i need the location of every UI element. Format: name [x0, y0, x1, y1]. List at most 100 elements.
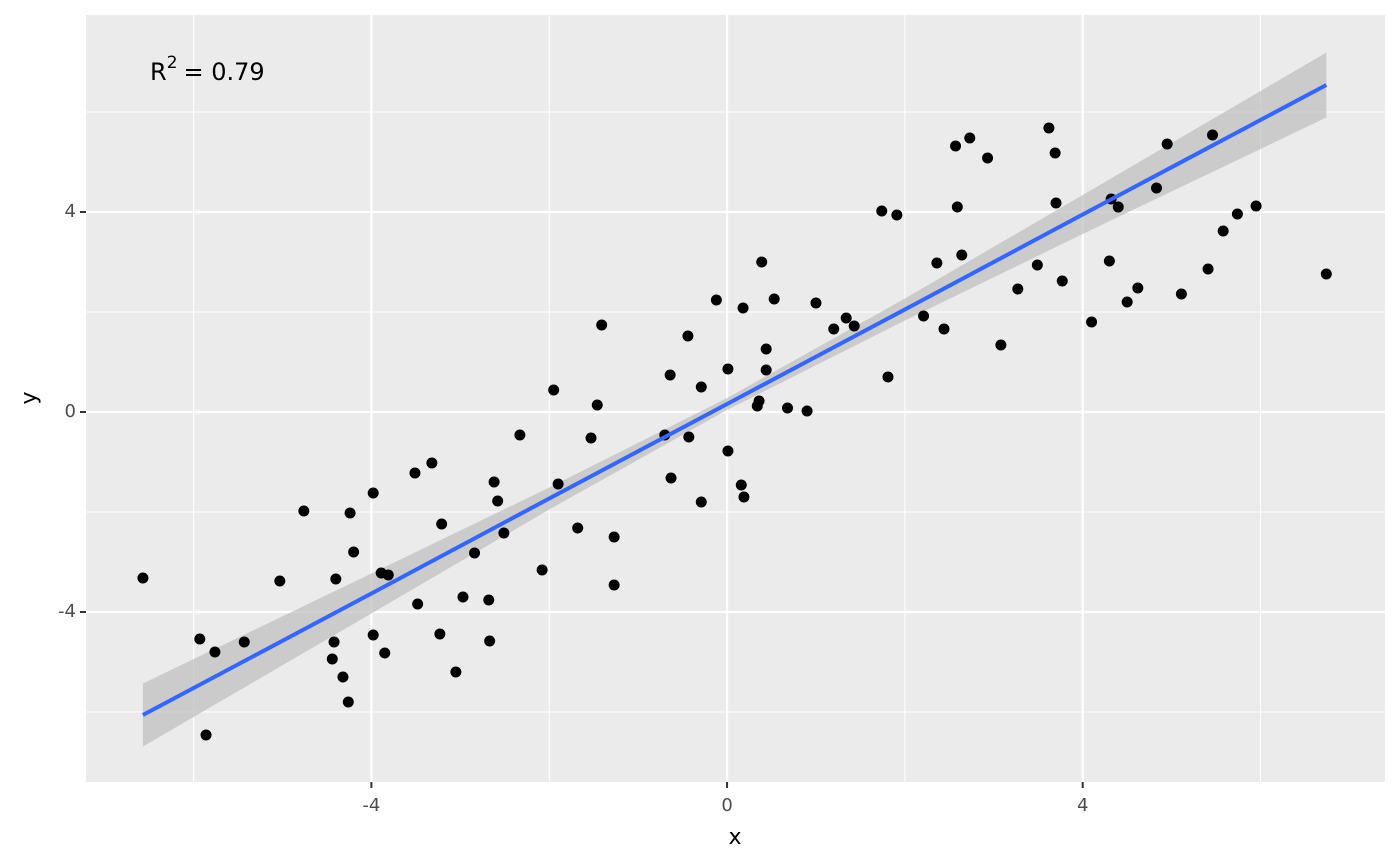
point	[1231, 208, 1243, 220]
point	[238, 636, 250, 648]
point	[918, 310, 930, 322]
point	[596, 319, 608, 331]
point	[1121, 296, 1133, 308]
point	[436, 518, 448, 530]
annotation-rest: = 0.79	[184, 58, 265, 86]
point	[326, 653, 338, 665]
point	[200, 729, 212, 741]
point	[695, 381, 707, 393]
x-tick-label: 0	[721, 795, 732, 816]
point	[367, 487, 379, 499]
point	[722, 445, 734, 457]
point	[737, 302, 749, 314]
point	[585, 432, 597, 444]
point	[1150, 182, 1162, 194]
point	[548, 384, 560, 396]
y-tick-label: -4	[58, 601, 76, 622]
points	[137, 122, 1332, 741]
point	[695, 496, 707, 508]
point	[379, 647, 391, 659]
point	[938, 323, 950, 335]
point	[298, 505, 310, 517]
x-axis-title: x	[728, 825, 741, 850]
point	[951, 201, 963, 213]
point	[608, 579, 620, 591]
point	[434, 628, 446, 640]
point	[682, 330, 694, 342]
point	[848, 320, 860, 332]
annotation-sup: 2	[167, 53, 178, 73]
point	[484, 635, 496, 647]
point	[722, 363, 734, 375]
point	[1012, 283, 1024, 295]
point	[1175, 288, 1187, 300]
point	[753, 395, 765, 407]
point	[738, 491, 750, 503]
point	[450, 666, 462, 678]
point	[426, 457, 438, 469]
point	[756, 256, 768, 268]
annotation: R2 = 0.79	[150, 53, 265, 86]
point	[457, 591, 469, 603]
point	[931, 257, 943, 269]
point	[882, 371, 894, 383]
point	[801, 405, 813, 417]
point	[950, 140, 962, 152]
point	[536, 564, 548, 576]
point	[274, 575, 286, 587]
point	[876, 205, 888, 217]
point	[683, 431, 695, 443]
point	[1086, 316, 1098, 328]
point	[367, 629, 379, 641]
point	[469, 547, 481, 559]
point	[840, 312, 852, 324]
point	[409, 467, 421, 479]
point	[488, 476, 500, 488]
point	[344, 507, 356, 519]
point	[342, 696, 354, 708]
fit-line	[141, 83, 1328, 717]
point	[194, 633, 206, 645]
point	[1112, 201, 1124, 213]
point	[1320, 268, 1332, 280]
point	[412, 598, 424, 610]
x-tick-label: -4	[362, 795, 380, 816]
y-tick-label: 4	[65, 201, 76, 222]
point	[982, 152, 994, 164]
point	[810, 297, 822, 309]
point	[782, 402, 794, 414]
point	[337, 671, 349, 683]
point	[665, 472, 677, 484]
point	[514, 429, 526, 441]
point	[1043, 122, 1055, 134]
point	[956, 249, 968, 261]
point	[1202, 263, 1214, 275]
point	[591, 399, 603, 411]
point	[330, 573, 342, 585]
point	[710, 294, 722, 306]
point	[1250, 200, 1262, 212]
point	[572, 522, 584, 534]
point	[1217, 225, 1229, 237]
point	[1207, 129, 1219, 141]
point	[1161, 138, 1173, 150]
point	[1103, 255, 1115, 267]
axes: -4 0 4 -4 0 4	[58, 201, 1088, 816]
fit-layer	[141, 83, 1328, 717]
point	[382, 569, 394, 581]
point	[1049, 147, 1061, 159]
point	[483, 594, 495, 606]
point	[891, 209, 903, 221]
point	[209, 646, 221, 658]
point	[1056, 275, 1068, 287]
point	[492, 495, 504, 507]
x-tick-label: 4	[1077, 795, 1088, 816]
point	[964, 132, 976, 144]
point	[328, 636, 340, 648]
point	[768, 293, 780, 305]
point	[1132, 282, 1144, 294]
point	[664, 369, 676, 381]
point	[760, 343, 772, 355]
point	[137, 572, 149, 584]
